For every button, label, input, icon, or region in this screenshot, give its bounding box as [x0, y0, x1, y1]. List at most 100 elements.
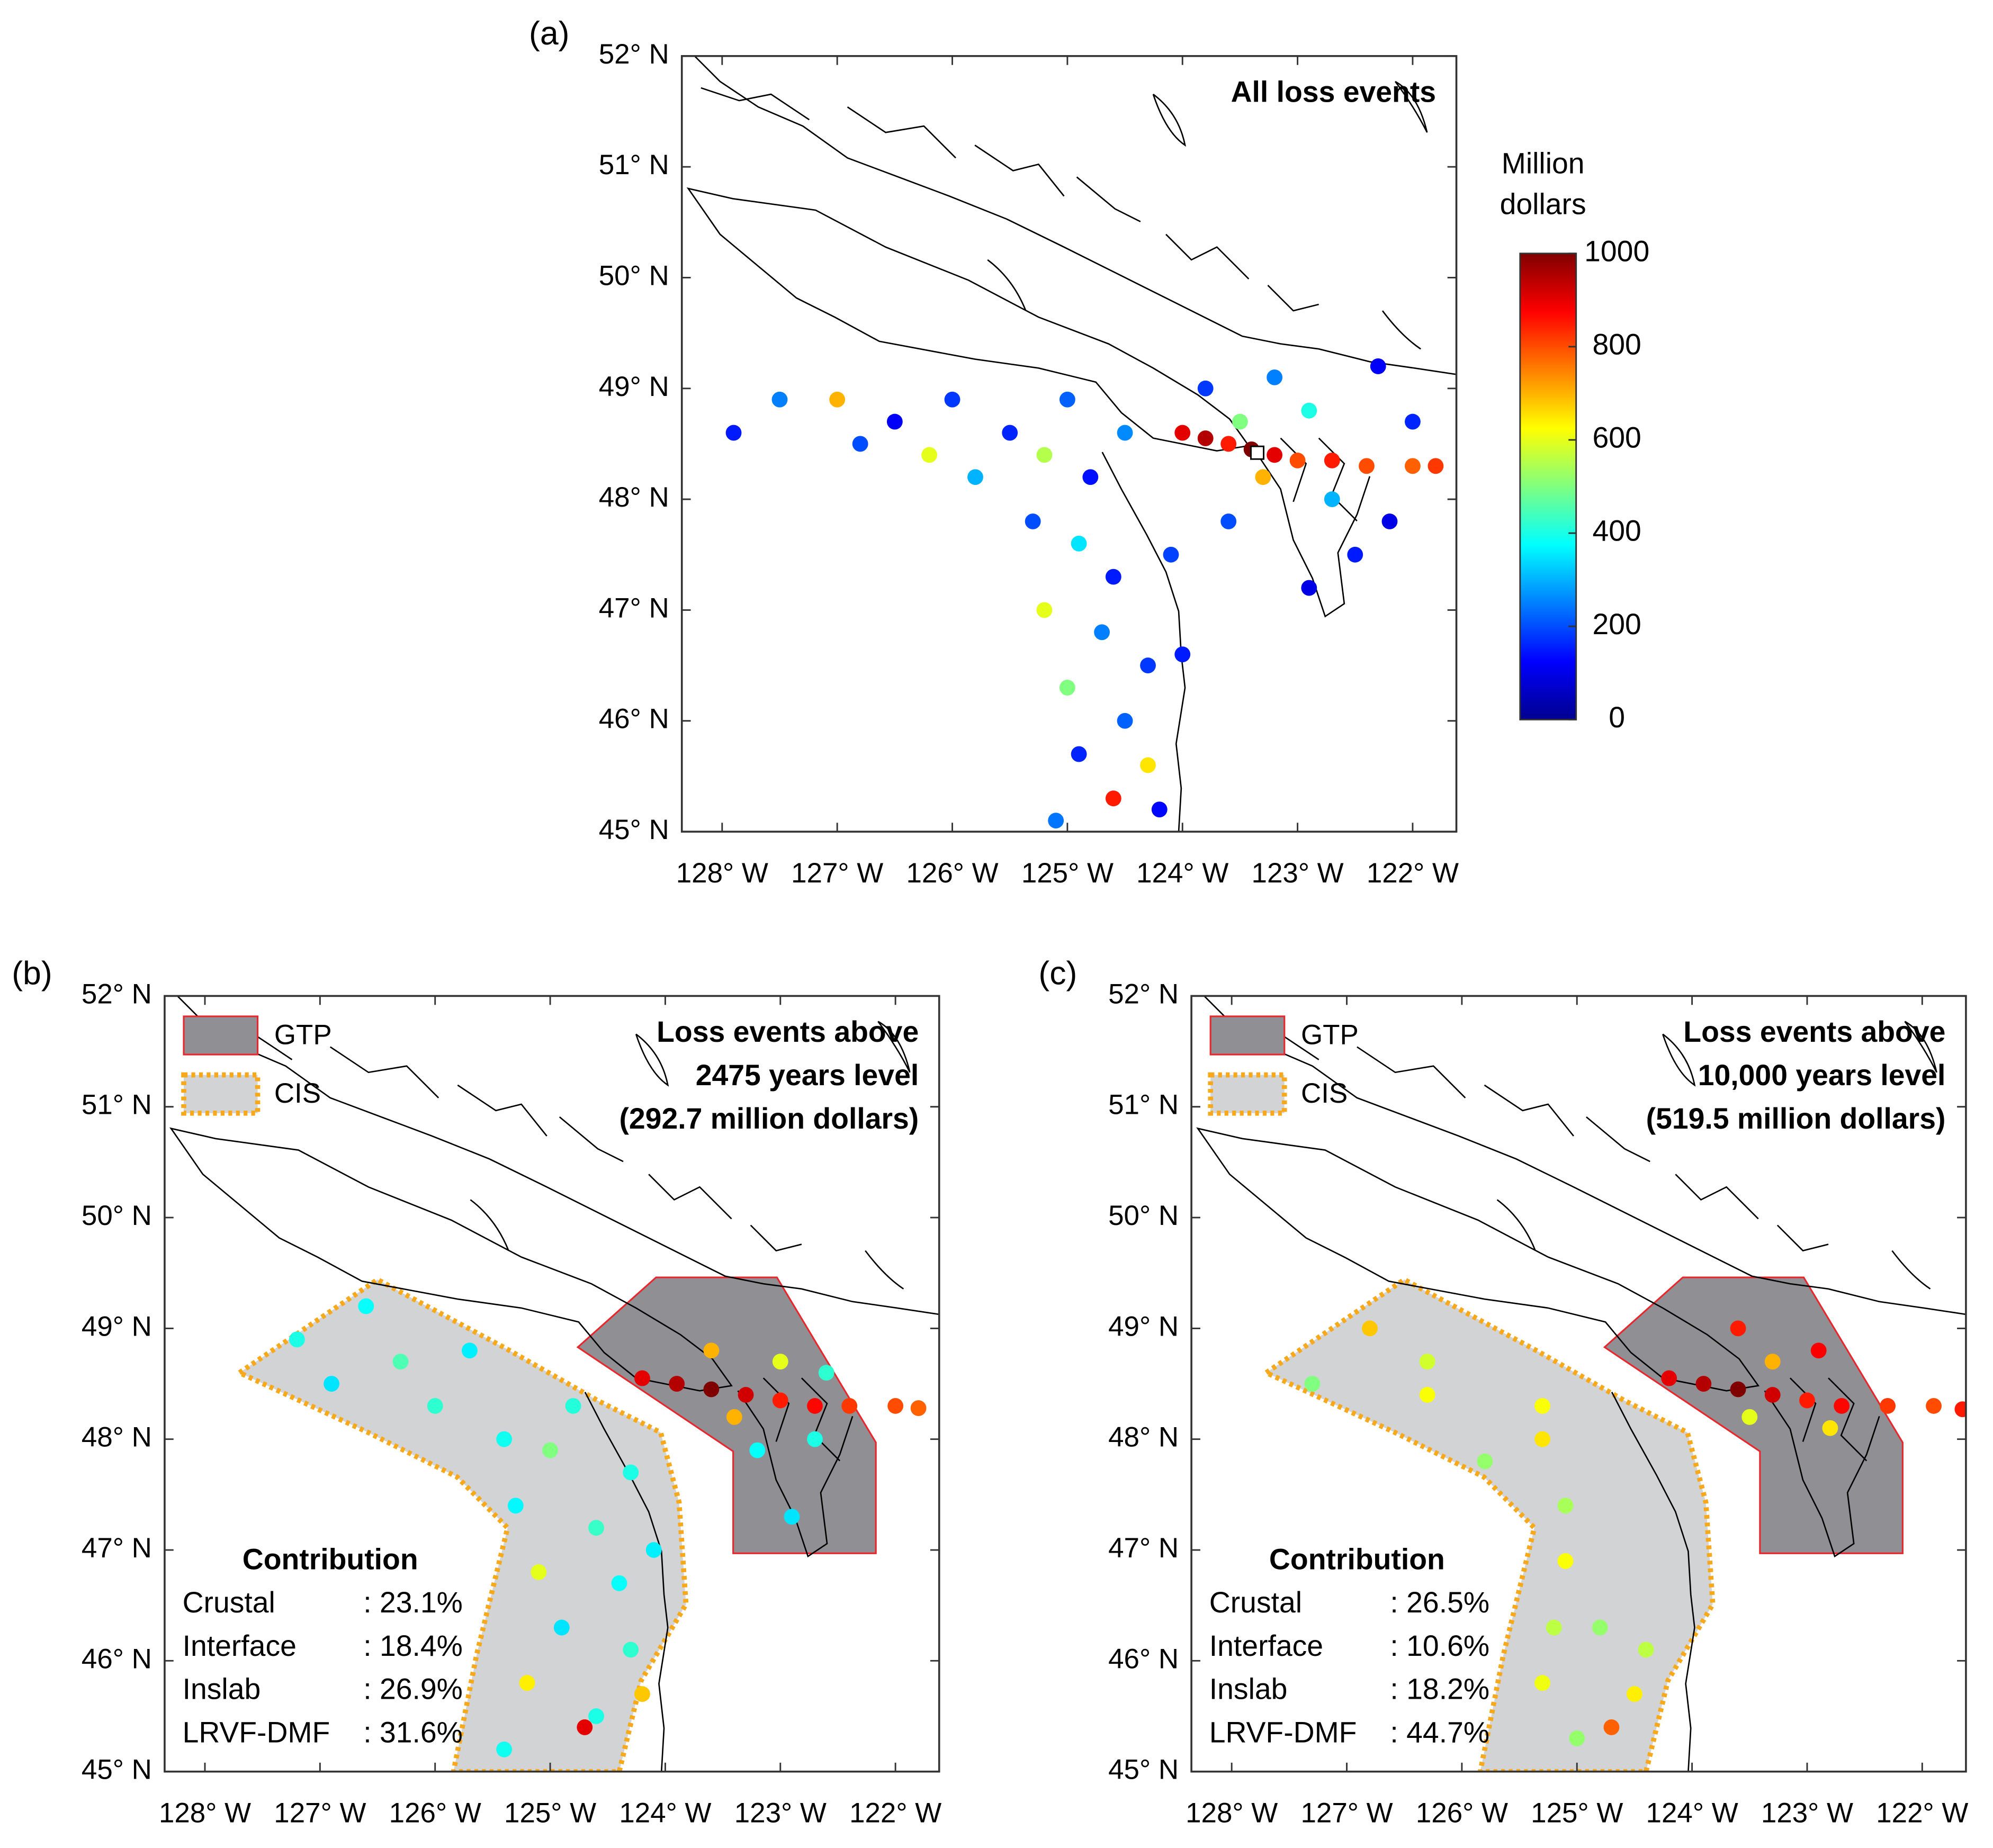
- panel-title: All loss events: [1231, 76, 1436, 109]
- loss-event: [818, 1365, 834, 1381]
- loss-event: [1197, 430, 1214, 446]
- x-tick-label: 126° W: [906, 858, 998, 889]
- loss-event: [1255, 469, 1271, 485]
- y-tick-label: 45° N: [599, 814, 669, 845]
- loss-event: [1954, 1401, 1966, 1418]
- loss-event: [1140, 657, 1156, 674]
- x-tick-label: 124° W: [619, 1797, 711, 1828]
- loss-event: [967, 469, 983, 485]
- y-tick-label: 47° N: [599, 592, 669, 624]
- loss-event: [577, 1719, 593, 1735]
- x-tick-label: 124° W: [1646, 1797, 1738, 1828]
- y-tick-label: 49° N: [599, 371, 669, 402]
- loss-event: [1094, 624, 1110, 641]
- y-tick-label: 50° N: [82, 1200, 152, 1231]
- loss-event: [289, 1331, 305, 1348]
- loss-event: [771, 391, 788, 408]
- loss-event: [784, 1509, 800, 1525]
- loss-event: [1197, 380, 1214, 396]
- x-tick-label: 124° W: [1136, 858, 1228, 889]
- loss-event: [1301, 580, 1317, 596]
- y-tick-label: 52° N: [599, 39, 669, 70]
- loss-event: [531, 1564, 547, 1580]
- legend-swatch: [183, 1015, 259, 1056]
- panel-label: (c): [1038, 954, 1077, 991]
- loss-event: [1405, 413, 1421, 430]
- loss-event: [462, 1342, 478, 1359]
- loss-event: [1534, 1398, 1550, 1414]
- loss-event: [1546, 1619, 1562, 1636]
- legend-label: CIS: [1301, 1078, 1348, 1109]
- map-area: [164, 996, 939, 1772]
- loss-event: [1082, 469, 1099, 485]
- map-frame: [164, 995, 940, 1773]
- loss-event: [1799, 1392, 1815, 1409]
- panel-title: 10,000 years level: [1698, 1059, 1946, 1092]
- loss-event: [1105, 790, 1121, 807]
- x-tick-label: 125° W: [1531, 1797, 1623, 1828]
- loss-event: [427, 1398, 443, 1414]
- site-marker: [1250, 445, 1264, 460]
- legend-label: CIS: [274, 1078, 321, 1109]
- contribution-share: : 10.6%: [1390, 1629, 1489, 1662]
- colorbar-title: dollars: [1500, 187, 1586, 220]
- x-tick-label: 128° W: [159, 1797, 251, 1828]
- y-tick-label: 52° N: [82, 978, 152, 1009]
- panel-label: (a): [529, 15, 569, 52]
- loss-event: [634, 1370, 650, 1386]
- map-area: [1191, 996, 1966, 1772]
- x-tick-label: 123° W: [1761, 1797, 1853, 1828]
- loss-event: [1059, 680, 1075, 696]
- loss-event: [1301, 402, 1317, 419]
- y-tick-label: 49° N: [1108, 1311, 1179, 1342]
- colorbar: [1519, 253, 1577, 720]
- loss-event: [1592, 1619, 1608, 1636]
- x-tick-label: 128° W: [1186, 1797, 1278, 1828]
- y-tick-label: 46° N: [82, 1643, 152, 1674]
- contribution-source: LRVF-DMF: [183, 1716, 330, 1748]
- loss-event: [1638, 1642, 1654, 1658]
- loss-event: [921, 447, 937, 463]
- loss-event: [1117, 713, 1133, 729]
- contribution-share: : 26.5%: [1390, 1586, 1489, 1619]
- loss-event: [1002, 425, 1018, 441]
- loss-event: [1036, 447, 1053, 463]
- loss-event: [1764, 1354, 1781, 1370]
- colorbar-tick-label: 1000: [1584, 235, 1649, 267]
- loss-event: [1071, 746, 1087, 762]
- x-tick-label: 127° W: [791, 858, 883, 889]
- loss-event: [496, 1431, 513, 1447]
- y-tick-label: 48° N: [82, 1422, 152, 1453]
- loss-event: [725, 425, 742, 441]
- loss-event: [358, 1298, 374, 1314]
- loss-event: [1764, 1387, 1781, 1403]
- loss-event: [1174, 646, 1191, 663]
- loss-event: [1730, 1320, 1746, 1337]
- colorbar-tick-label: 800: [1593, 328, 1641, 361]
- panel-title: Loss events above: [657, 1015, 919, 1048]
- loss-event: [1557, 1553, 1574, 1569]
- x-tick-label: 128° W: [676, 858, 768, 889]
- loss-event: [1534, 1431, 1550, 1447]
- loss-event: [852, 436, 868, 452]
- contribution-source: Inslab: [183, 1673, 261, 1706]
- loss-event: [1117, 425, 1133, 441]
- loss-event: [1140, 757, 1156, 773]
- map-frame: [680, 55, 1458, 833]
- loss-event: [507, 1498, 524, 1514]
- loss-event: [1661, 1370, 1677, 1386]
- loss-event: [1603, 1719, 1620, 1735]
- loss-event: [1304, 1376, 1321, 1392]
- y-tick-label: 48° N: [599, 482, 669, 513]
- colorbar-tick-label: 400: [1593, 515, 1641, 547]
- colorbar-title: Million: [1502, 147, 1585, 179]
- loss-event: [910, 1400, 927, 1417]
- loss-event: [1822, 1420, 1838, 1436]
- contribution-share: : 31.6%: [363, 1716, 463, 1748]
- loss-event: [1163, 546, 1179, 563]
- x-tick-label: 127° W: [1300, 1797, 1393, 1828]
- y-tick-label: 50° N: [599, 260, 669, 291]
- y-tick-label: 46° N: [1108, 1643, 1179, 1674]
- contribution-source: Crustal: [1209, 1586, 1302, 1619]
- loss-event: [553, 1619, 570, 1636]
